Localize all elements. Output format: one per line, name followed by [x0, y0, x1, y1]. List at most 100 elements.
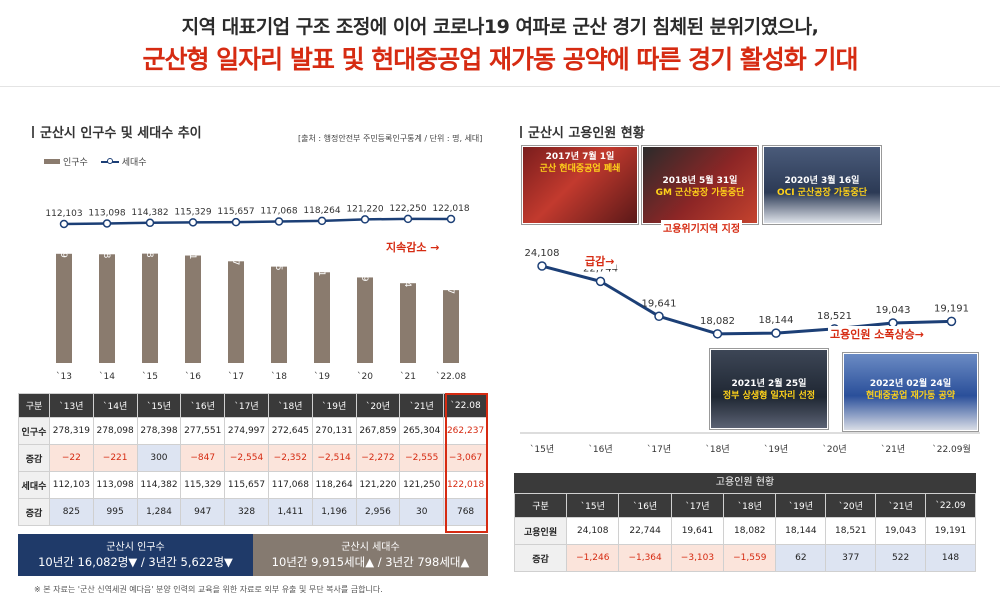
table-cell: 2,956 — [355, 498, 401, 526]
photo-hyundai-restart: 2022년 02월 24일 현대중공업 재가동 공약 — [843, 353, 978, 431]
households-point — [360, 215, 370, 224]
table-cell: 22,744 — [618, 517, 672, 545]
left-section-title-text: 군산시 인구수 및 세대수 추이 — [40, 126, 202, 141]
photo-caption: 2017년 7월 1일 군산 현대중공업 폐쇄 — [523, 151, 637, 175]
table-cell: 148 — [925, 544, 976, 572]
table-cell: 117,068 — [267, 471, 313, 499]
summary-households-text: 10년간 9,915세대▲ / 3년간 798세대▲ — [271, 555, 470, 569]
x-tick-label: `20년 — [822, 444, 846, 455]
table-cell: −3,067 — [443, 444, 488, 472]
photo-caption: 2018년 5월 31일 GM 군산공장 가동중단 — [643, 175, 757, 199]
population-bar — [357, 277, 373, 363]
households-point — [102, 219, 112, 228]
employment-label: 18,082 — [700, 316, 735, 327]
legend-bar-label: 인구수 — [63, 158, 88, 168]
summary-households: 군산시 세대수 10년간 9,915세대▲ / 3년간 798세대▲ — [253, 534, 488, 576]
table-row-header: 증감 — [513, 544, 568, 572]
table-row: 증감 825 995 1,284 947 328 1,411 1,196 2,956 30 768 — [18, 498, 488, 526]
population-bar — [314, 272, 330, 363]
summary-population-title: 군산시 인구수 — [106, 542, 165, 553]
photo-oci-shutdown: 2020년 3월 16일 OCI 군산공장 가동중단 — [763, 146, 881, 224]
legend-line-swatch — [100, 157, 119, 164]
population-bar-label: 278,398 — [144, 220, 154, 257]
legend-line-label: 세대수 — [121, 158, 147, 168]
table-header-cell: 구분 — [18, 393, 50, 418]
x-tick-label: `22.09월 — [932, 443, 971, 455]
table-cell: 825 — [48, 498, 94, 526]
table-cell: 19,043 — [875, 517, 927, 545]
table-header-cell: `14년 — [92, 393, 138, 418]
source-note: [출처 : 행정안전부 주민등록인구통계 / 단위 : 명, 세대] — [298, 134, 483, 143]
title-marker — [520, 126, 522, 138]
table-header-cell: `18년 — [267, 393, 313, 418]
population-bar — [400, 283, 416, 363]
label-drop: 급감→ — [583, 253, 617, 269]
table-header-cell: `22.08 — [443, 393, 488, 418]
population-bar — [443, 290, 459, 363]
population-bar-label: 274,997 — [230, 228, 240, 265]
table-header-cell: `22.09 — [925, 493, 976, 518]
copyright-note: ※ 본 자료는 '군산 신역세권 예다음' 분양 인력의 교육을 위한 자료로 … — [34, 585, 383, 594]
employment-label: 19,191 — [934, 303, 969, 314]
employment-point — [595, 276, 606, 287]
table-header-cell: `18년 — [723, 493, 777, 518]
headline-line-2: 군산형 일자리 발표 및 현대중공업 재가동 공약에 따른 경기 활성화 기대 — [142, 45, 858, 74]
households-label: 121,220 — [346, 204, 383, 214]
table-cell: 272,645 — [267, 417, 313, 445]
table-header-cell: `17년 — [224, 393, 269, 418]
x-tick-label: `22.08 — [436, 371, 467, 382]
table-header-cell: `19년 — [775, 493, 827, 518]
title-marker — [32, 126, 34, 138]
population-table: 구분 `13년 `14년 `15년 `16년 `17년 `18년 `19년 `20년 `21년 `2… — [18, 393, 488, 526]
x-tick-label: `15년 — [530, 444, 554, 455]
table-row-header: 고용인원 — [513, 517, 568, 545]
table-cell: 18,082 — [723, 517, 777, 545]
table-cell: 30 — [399, 498, 445, 526]
table-cell: 121,220 — [355, 471, 401, 499]
table-row: 증감 −22 −221 300 −847 −2,554 −2,352 −2,514 −2,272… — [18, 444, 488, 472]
households-label: 115,657 — [217, 207, 254, 217]
table-cell: 121,250 — [399, 471, 445, 499]
table-cell: 277,551 — [180, 417, 226, 445]
table-cell: 522 — [875, 544, 927, 572]
table-cell: −22 — [48, 444, 94, 472]
summary-households-title: 군산시 세대수 — [341, 542, 400, 553]
population-bar — [228, 261, 244, 363]
table-cell: 118,264 — [311, 471, 357, 499]
table-cell: 112,103 — [48, 471, 94, 499]
photo-date: 2018년 5월 31일 — [662, 176, 738, 186]
photo-date: 2022년 02월 24일 — [869, 379, 952, 389]
table-cell: 278,319 — [48, 417, 94, 445]
employment-point — [712, 329, 723, 339]
photo-date: 2020년 3월 16일 — [784, 176, 860, 186]
x-tick-label: `17 — [228, 371, 244, 382]
table-cell: 114,382 — [136, 471, 182, 499]
headline-line-1: 지역 대표기업 구조 조정에 이어 코로나19 여파로 군산 경기 침체된 분위… — [181, 16, 819, 38]
photo-text: 정부 상생형 일자리 선정 — [722, 391, 816, 401]
table-cell: −1,559 — [723, 544, 777, 572]
table-cell: 947 — [180, 498, 226, 526]
table-cell: −1,246 — [566, 544, 620, 572]
table-cell: 18,521 — [825, 517, 877, 545]
x-tick-label: `14 — [99, 371, 115, 382]
population-chart: 278,319 `13 278,098 `14 278,398 `15 277,551 `16… — [45, 204, 469, 382]
x-tick-label: `13 — [56, 371, 72, 382]
table-cell: 377 — [825, 544, 877, 572]
table-cell: 265,304 — [399, 417, 445, 445]
photo-text: GM 군산공장 가동중단 — [655, 188, 745, 198]
x-tick-label: `17년 — [647, 444, 671, 455]
population-bar — [99, 254, 115, 363]
households-point — [188, 218, 198, 227]
x-tick-label: `18 — [271, 371, 287, 382]
table-cell: 278,398 — [136, 417, 182, 445]
table-row: 인구수 278,319 278,098 278,398 277,551 274,997 27… — [18, 417, 488, 445]
photo-gm-shutdown: 2018년 5월 31일 GM 군산공장 가동중단 — [642, 146, 758, 224]
table-cell: −221 — [92, 444, 138, 472]
population-bar — [142, 253, 158, 363]
population-bar — [185, 255, 201, 363]
x-tick-label: `19년 — [764, 444, 788, 455]
table-cell: 262,237 — [443, 417, 488, 445]
table-cell: −2,514 — [311, 444, 357, 472]
photo-caption: 2022년 02월 24일 현대중공업 재가동 공약 — [844, 378, 977, 402]
households-label: 115,329 — [174, 207, 211, 217]
